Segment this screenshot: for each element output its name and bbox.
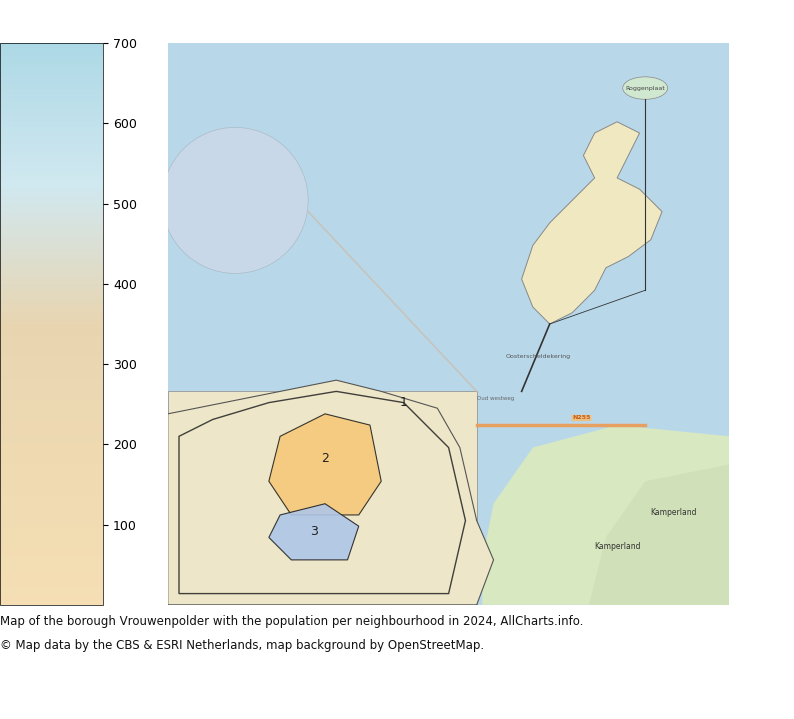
Ellipse shape [622,77,668,99]
Text: 2: 2 [321,452,329,465]
Text: 1: 1 [399,396,407,409]
Text: Kamperland: Kamperland [594,541,641,551]
Polygon shape [179,391,465,594]
Polygon shape [482,425,730,605]
Text: Kamperland: Kamperland [650,508,696,517]
Polygon shape [168,380,494,605]
Text: Roggenplaat: Roggenplaat [626,86,665,91]
Polygon shape [522,122,662,324]
Text: © Map data by the CBS & ESRI Netherlands, map background by OpenStreetMap.: © Map data by the CBS & ESRI Netherlands… [0,638,484,651]
Text: Oosterscheldekering: Oosterscheldekering [506,354,571,359]
Circle shape [162,127,308,273]
Polygon shape [589,464,730,605]
Polygon shape [269,504,359,560]
Polygon shape [269,414,381,515]
Text: 3: 3 [310,526,318,539]
Text: N255: N255 [572,416,591,421]
FancyBboxPatch shape [168,391,476,605]
Text: Oud westweg: Oud westweg [476,395,514,400]
Text: Map of the borough Vrouwenpolder with the population per neighbourhood in 2024, : Map of the borough Vrouwenpolder with th… [0,615,584,628]
